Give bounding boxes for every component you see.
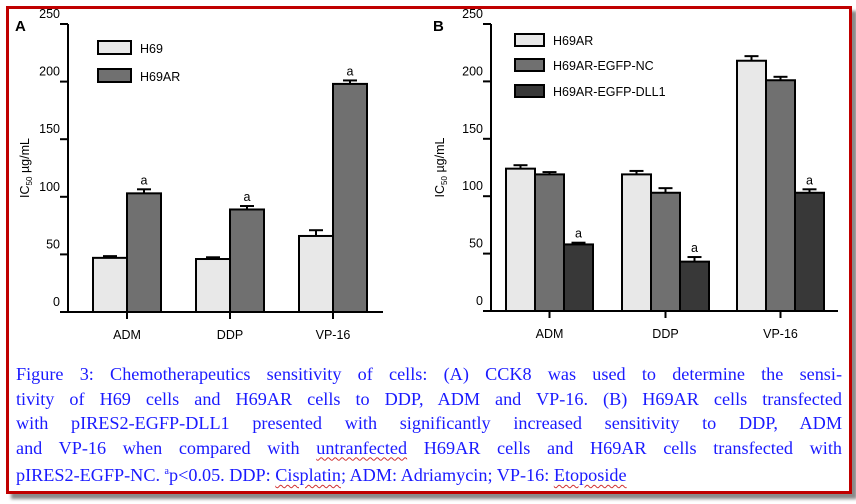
y-label-subscript: 50	[440, 175, 449, 184]
y-tick-label: 100	[39, 180, 60, 194]
y-axis-label: IC50 µg/mL	[18, 138, 34, 198]
y-tick-label: 200	[39, 65, 60, 79]
bar	[679, 260, 710, 312]
panel-letter: B	[433, 18, 444, 35]
bar	[298, 234, 334, 313]
y-label-subscript: 50	[25, 176, 34, 185]
caption-text: p<0.05. DDP:	[169, 465, 276, 486]
caption-text: H69AR cells and H69AR cells transfected …	[407, 437, 843, 458]
caption-line: pIRES2-EGFP-NC. ap<0.05. DDP: Cisplatin;…	[16, 460, 842, 488]
significance-label: a	[141, 173, 148, 187]
legend-swatch	[514, 58, 545, 72]
bar	[621, 173, 652, 312]
legend-label: H69AR-EGFP-NC	[553, 59, 654, 73]
y-tick-label: 250	[462, 7, 483, 21]
caption-line: and VP-16 when compared with untranfecte…	[16, 436, 842, 461]
caption-text: ; ADM: Adriamycin; VP-16:	[340, 465, 554, 486]
bar	[92, 256, 128, 313]
legend-swatch	[514, 84, 545, 98]
caption-line: tivity of H69 cells and H69AR cells to D…	[16, 388, 842, 409]
bar	[195, 258, 231, 313]
y-label-main: IC	[18, 185, 32, 198]
y-label-unit: µg/mL	[433, 138, 447, 177]
caption-text: pIRES2-EGFP-NC.	[16, 465, 165, 486]
y-tick-label: 0	[476, 294, 483, 308]
bar	[563, 243, 594, 312]
y-tick-label: 50	[46, 237, 60, 251]
y-axis-label: IC50 µg/mL	[433, 138, 449, 198]
bar	[650, 191, 681, 312]
y-tick-label: 200	[462, 64, 483, 78]
significance-label: a	[806, 173, 813, 187]
caption-text: Etoposide	[553, 465, 627, 486]
caption-superscript: a	[164, 466, 169, 477]
legend-label: H69	[140, 42, 163, 56]
x-tick-label: DDP	[652, 327, 678, 341]
y-tick-label: 150	[462, 122, 483, 136]
y-tick-label: 0	[53, 295, 60, 309]
y-label-main: IC	[433, 185, 447, 198]
legend-label: H69AR	[140, 70, 180, 84]
bar	[765, 79, 796, 312]
bar	[736, 59, 767, 313]
x-tick-label: ADM	[536, 327, 564, 341]
legend-label: H69AR	[553, 34, 593, 48]
x-tick-label: VP-16	[316, 328, 351, 342]
legend-swatch	[514, 33, 545, 47]
bar	[332, 82, 368, 313]
bar	[534, 173, 565, 312]
bar	[505, 167, 536, 312]
y-tick-label: 150	[39, 122, 60, 136]
caption-line: with pIRES2-EGFP-DLL1 presented with sig…	[16, 413, 842, 433]
significance-label: a	[347, 64, 354, 78]
y-tick-label: 100	[462, 179, 483, 193]
caption-text: untranfected	[316, 437, 408, 458]
bar	[229, 208, 265, 313]
y-label-unit: µg/mL	[18, 138, 32, 177]
caption-text: Cisplatin	[275, 465, 341, 486]
significance-label: a	[575, 227, 582, 241]
caption-text: and VP-16 when compared with	[16, 437, 317, 458]
x-tick-label: ADM	[113, 328, 141, 342]
panel-letter: A	[15, 18, 26, 35]
bar	[126, 192, 162, 313]
y-tick-label: 250	[39, 7, 60, 21]
figure-caption: Figure 3: Chemotherapeutics sensitivity …	[16, 362, 842, 488]
bar	[794, 191, 825, 312]
significance-label: a	[244, 190, 251, 204]
caption-line: Figure 3: Chemotherapeutics sensitivity …	[16, 364, 842, 384]
x-tick-label: DDP	[217, 328, 243, 342]
legend-swatch	[97, 68, 132, 83]
significance-label: a	[691, 241, 698, 255]
legend-label: H69AR-EGFP-DLL1	[553, 85, 666, 99]
x-tick-label: VP-16	[763, 327, 798, 341]
legend-swatch	[97, 40, 132, 55]
y-tick-label: 50	[469, 237, 483, 251]
